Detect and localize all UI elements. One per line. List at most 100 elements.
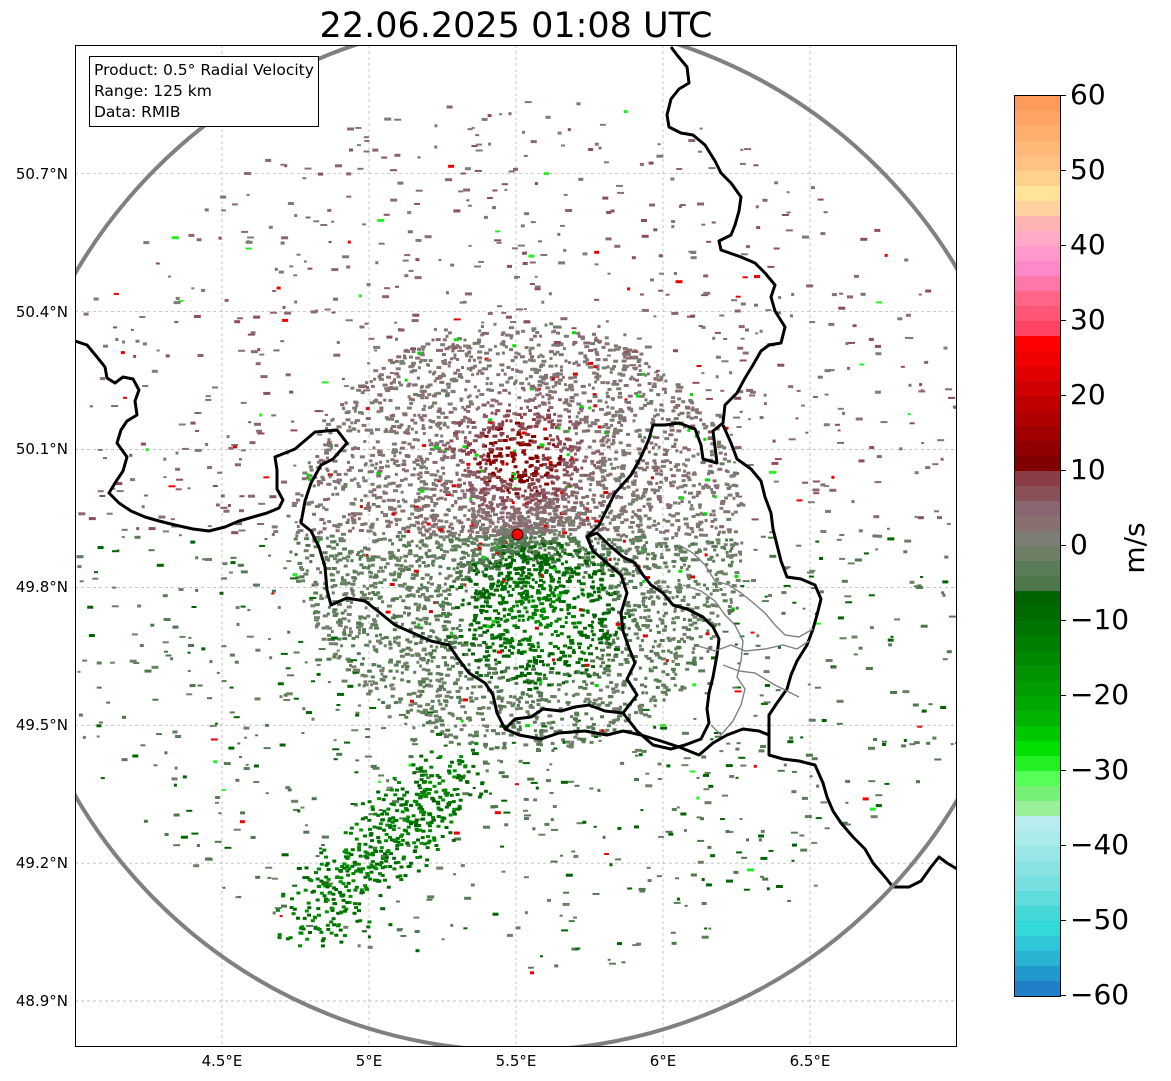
echo-cell: [600, 479, 604, 483]
echo-cell: [605, 440, 609, 444]
echo-cell: [444, 347, 450, 351]
echo-cell: [623, 384, 629, 387]
echo-cell: [580, 466, 584, 470]
echo-cell: [486, 529, 490, 533]
echo-cell: [511, 437, 517, 441]
echo-cell: [419, 475, 423, 479]
echo-cell: [674, 512, 680, 516]
echo-cell: [478, 552, 482, 556]
echo-cell: [627, 611, 631, 615]
echo-cell: [720, 444, 724, 448]
echo-cell: [512, 702, 516, 706]
echo-cell: [418, 683, 423, 687]
echo-cell: [398, 614, 404, 618]
echo-cell: [470, 559, 475, 563]
echo-cell: [332, 524, 338, 528]
echo-cell: [517, 517, 523, 521]
echo-cell: [653, 414, 657, 418]
echo-cell: [531, 386, 537, 390]
echo-cell: [717, 467, 723, 471]
echo-cell: [626, 608, 631, 612]
echo-cell: [509, 561, 514, 565]
echo-cell: [539, 734, 543, 738]
echo-cell: [392, 676, 396, 680]
echo-cell: [491, 619, 497, 623]
echo-cell: [502, 343, 506, 347]
echo-cell: [633, 632, 639, 636]
echo-cell: [593, 463, 597, 467]
echo-cell: [464, 675, 468, 678]
echo-cell: [453, 735, 459, 739]
echo-cell: [401, 648, 406, 652]
echo-cell: [698, 503, 702, 507]
echo-cell: [576, 727, 580, 730]
echo-cell: [370, 384, 375, 388]
echo-cell: [418, 471, 423, 475]
echo-cell: [529, 506, 534, 510]
echo-cell: [561, 600, 566, 603]
echo-cell: [420, 358, 424, 362]
echo-cell: [567, 537, 573, 540]
echo-cell: [295, 534, 299, 538]
echo-cell: [596, 590, 601, 594]
echo-cell: [481, 717, 486, 721]
echo-cell: [636, 508, 642, 512]
echo-cell: [497, 541, 502, 545]
echo-cell: [484, 624, 490, 628]
echo-cell: [584, 519, 590, 522]
echo-cell: [550, 742, 555, 745]
echo-cell: [524, 667, 529, 671]
echo-cell: [512, 551, 517, 555]
echo-cell: [305, 543, 311, 547]
echo-cell: [672, 628, 676, 632]
echo-cell: [430, 655, 436, 659]
echo-cell: [527, 694, 533, 698]
echo-cell: [494, 658, 498, 662]
echo-cell: [603, 611, 608, 615]
echo-cell: [690, 424, 696, 428]
echo-cell: [326, 626, 332, 630]
echo-cell: [404, 378, 408, 382]
echo-cell: [558, 353, 564, 357]
echo-cell: [610, 423, 614, 427]
echo-cell: [616, 538, 622, 542]
echo-cell: [385, 475, 391, 479]
echo-cell: [683, 522, 689, 526]
echo-cell: [614, 567, 619, 571]
echo-cell: [454, 724, 458, 728]
echo-cell: [345, 573, 350, 577]
echo-cell: [336, 425, 342, 429]
radar-map[interactable]: [75, 45, 957, 1047]
echo-cell: [669, 428, 675, 432]
echo-cell: [564, 621, 568, 624]
echo-cell: [390, 687, 396, 691]
echo-cell: [456, 358, 459, 361]
echo-cell: [579, 439, 584, 443]
echo-cell: [363, 546, 367, 550]
echo-cell: [419, 657, 423, 661]
echo-cell: [466, 462, 471, 466]
echo-cell: [604, 666, 610, 670]
echo-cell: [431, 487, 437, 491]
echo-cell: [484, 462, 488, 466]
echo-cell: [544, 571, 549, 574]
echo-cell: [435, 672, 441, 676]
echo-cell: [617, 626, 622, 630]
echo-cell: [664, 597, 668, 601]
echo-cell: [377, 375, 382, 379]
echo-cell: [499, 617, 503, 621]
echo-cell: [413, 554, 419, 558]
echo-cell: [546, 413, 552, 417]
echo-cell: [513, 511, 517, 515]
echo-cell: [682, 595, 686, 599]
echo-cell: [383, 484, 389, 488]
echo-cell: [621, 449, 626, 453]
echo-cell: [468, 400, 473, 404]
echo-cell: [434, 618, 440, 622]
echo-cell: [509, 701, 513, 705]
echo-cell: [621, 533, 626, 537]
echo-cell: [664, 437, 670, 441]
echo-cell: [683, 446, 687, 450]
echo-cell: [325, 456, 329, 460]
echo-cell: [659, 530, 663, 534]
